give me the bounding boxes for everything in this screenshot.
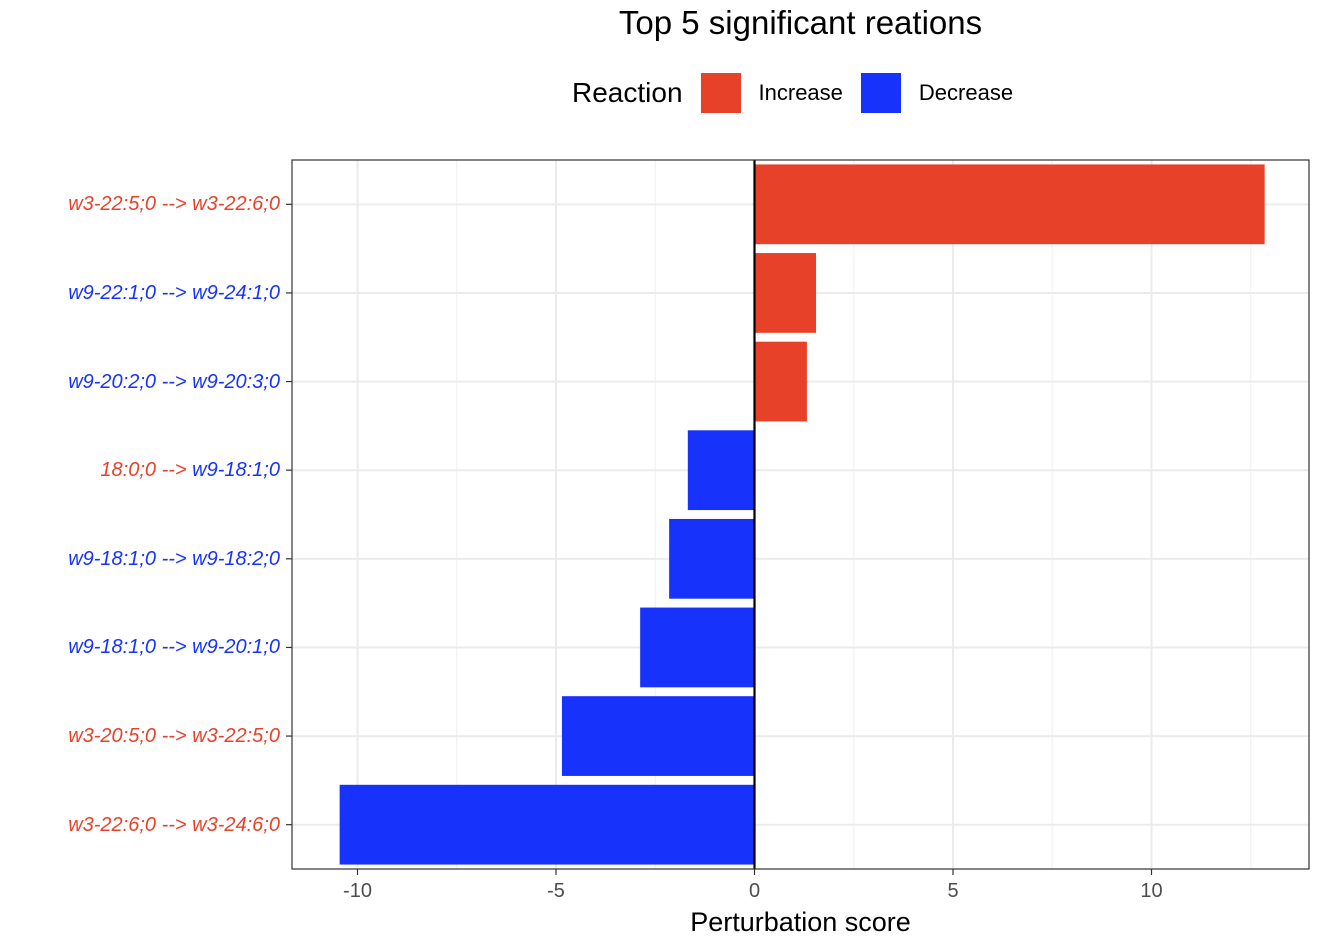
- bar: [640, 607, 755, 688]
- y-tick-label-part: -->: [156, 193, 193, 216]
- legend-item-decrease: Decrease: [860, 73, 1014, 113]
- y-tick-label-part: w9-24:1;0: [192, 281, 280, 304]
- y-tick-label-part: w9-20:1;0: [192, 636, 280, 659]
- bar: [687, 430, 755, 511]
- x-tick-label: 0: [749, 880, 760, 902]
- y-tick-label-part: w3-22:5;0: [192, 725, 280, 748]
- y-tick-label-part: w9-22:1;0: [68, 281, 157, 304]
- y-tick-label-part: w3-20:5;0: [68, 725, 157, 748]
- legend-label-increase: Increase: [758, 80, 843, 105]
- plot-panel-border: [291, 159, 1310, 870]
- bar: [754, 341, 807, 422]
- y-tick-label-part: -->: [156, 281, 193, 304]
- y-tick-label: w9-22:1;0 --> w9-24:1;0: [0, 281, 280, 305]
- x-tick-label: 5: [947, 880, 958, 902]
- legend-item-increase: Increase: [700, 73, 843, 113]
- bar: [561, 696, 755, 776]
- bar: [669, 518, 755, 599]
- x-axis-title: Perturbation score: [690, 907, 911, 937]
- y-tick-label-part: -->: [156, 636, 193, 659]
- y-tick-label-part: -->: [156, 370, 193, 393]
- y-tick-label-part: w3-22:6;0: [68, 813, 157, 836]
- chart-title: Top 5 significant reations: [618, 4, 983, 41]
- y-tick-label-part: 18:0;0: [100, 459, 157, 482]
- x-tick-label: -10: [343, 880, 372, 902]
- legend-swatch-decrease: [860, 73, 901, 113]
- bar: [339, 784, 755, 865]
- y-tick-label-part: -->: [156, 725, 193, 748]
- y-tick-label: w3-22:6;0 --> w3-24:6;0: [0, 813, 280, 837]
- legend: Reaction Increase Decrease: [572, 72, 1031, 114]
- y-tick-label-part: -->: [156, 459, 193, 482]
- x-tick-label: -5: [547, 880, 565, 902]
- y-tick-label-part: w9-18:2;0: [192, 547, 280, 570]
- y-tick-label: w3-22:5;0 --> w3-22:6;0: [0, 192, 280, 216]
- legend-label-decrease: Decrease: [918, 80, 1014, 105]
- bar: [754, 253, 817, 333]
- y-tick-label: w9-20:2;0 --> w9-20:3;0: [0, 370, 280, 394]
- x-tick-label: 10: [1140, 880, 1162, 902]
- y-tick-label-part: w3-22:6;0: [192, 193, 280, 216]
- y-tick-label: w9-18:1;0 --> w9-20:1;0: [0, 635, 280, 659]
- y-tick-label-part: w3-22:5;0: [68, 193, 157, 216]
- y-tick-label: w9-18:1;0 --> w9-18:2;0: [0, 547, 280, 571]
- y-tick-label-part: w9-18:1;0: [192, 459, 280, 482]
- y-tick-label-part: w3-24:6;0: [192, 813, 280, 836]
- y-tick-label-part: w9-20:3;0: [192, 370, 280, 393]
- legend-swatch-increase: [700, 73, 741, 113]
- y-tick-label-part: -->: [156, 547, 193, 570]
- y-tick-label-part: w9-18:1;0: [68, 547, 157, 570]
- y-tick-label: w3-20:5;0 --> w3-22:5;0: [0, 724, 280, 748]
- bar: [754, 164, 1265, 245]
- y-tick-label-part: w9-20:2;0: [68, 370, 157, 393]
- y-tick-label: 18:0;0 --> w9-18:1;0: [0, 458, 280, 482]
- y-tick-label-part: w9-18:1;0: [68, 636, 157, 659]
- legend-title: Reaction: [572, 77, 683, 108]
- y-tick-label-part: -->: [156, 813, 193, 836]
